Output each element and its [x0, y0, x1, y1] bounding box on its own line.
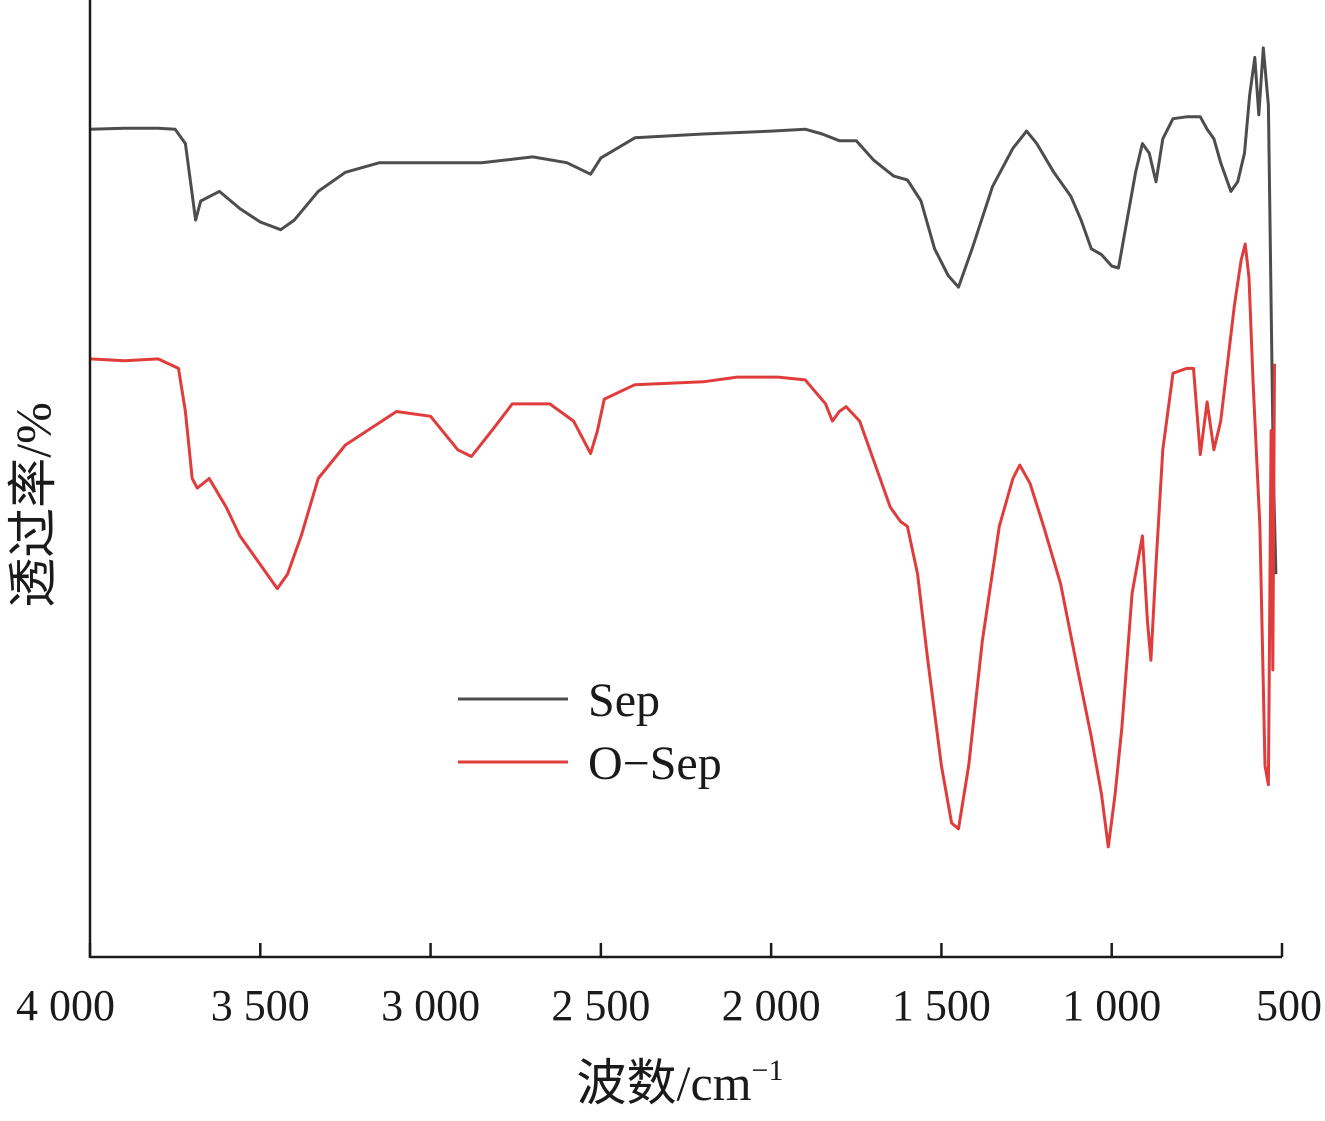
- x-tick-label: 4 000: [16, 981, 115, 1030]
- y-axis-title: 透过率/%: [5, 402, 61, 608]
- x-tick-label: 2 500: [551, 981, 650, 1030]
- x-tick-label: 1 000: [1062, 981, 1161, 1030]
- x-tick-label: 2 000: [722, 981, 821, 1030]
- x-axis-title: 波数/cm−1: [577, 1054, 784, 1111]
- series-line-sep: [89, 46, 1278, 575]
- x-tick-label: 500: [1256, 981, 1322, 1030]
- x-ticks: 4 000 3 500 3 000 2 500 2 000 1 500 1 000 500: [16, 943, 1322, 1030]
- x-tick-label: 3 000: [381, 981, 480, 1030]
- x-tick-label: 1 500: [892, 981, 991, 1030]
- legend: Sep O−Sep: [458, 674, 722, 790]
- series-layer: [89, 46, 1278, 849]
- x-tick-label: 3 500: [211, 981, 310, 1030]
- series-line-o-sep: [89, 242, 1276, 849]
- legend-label-sep: Sep: [588, 674, 660, 727]
- axes-layer: [88, 0, 1282, 959]
- legend-label-o-sep: O−Sep: [588, 737, 722, 790]
